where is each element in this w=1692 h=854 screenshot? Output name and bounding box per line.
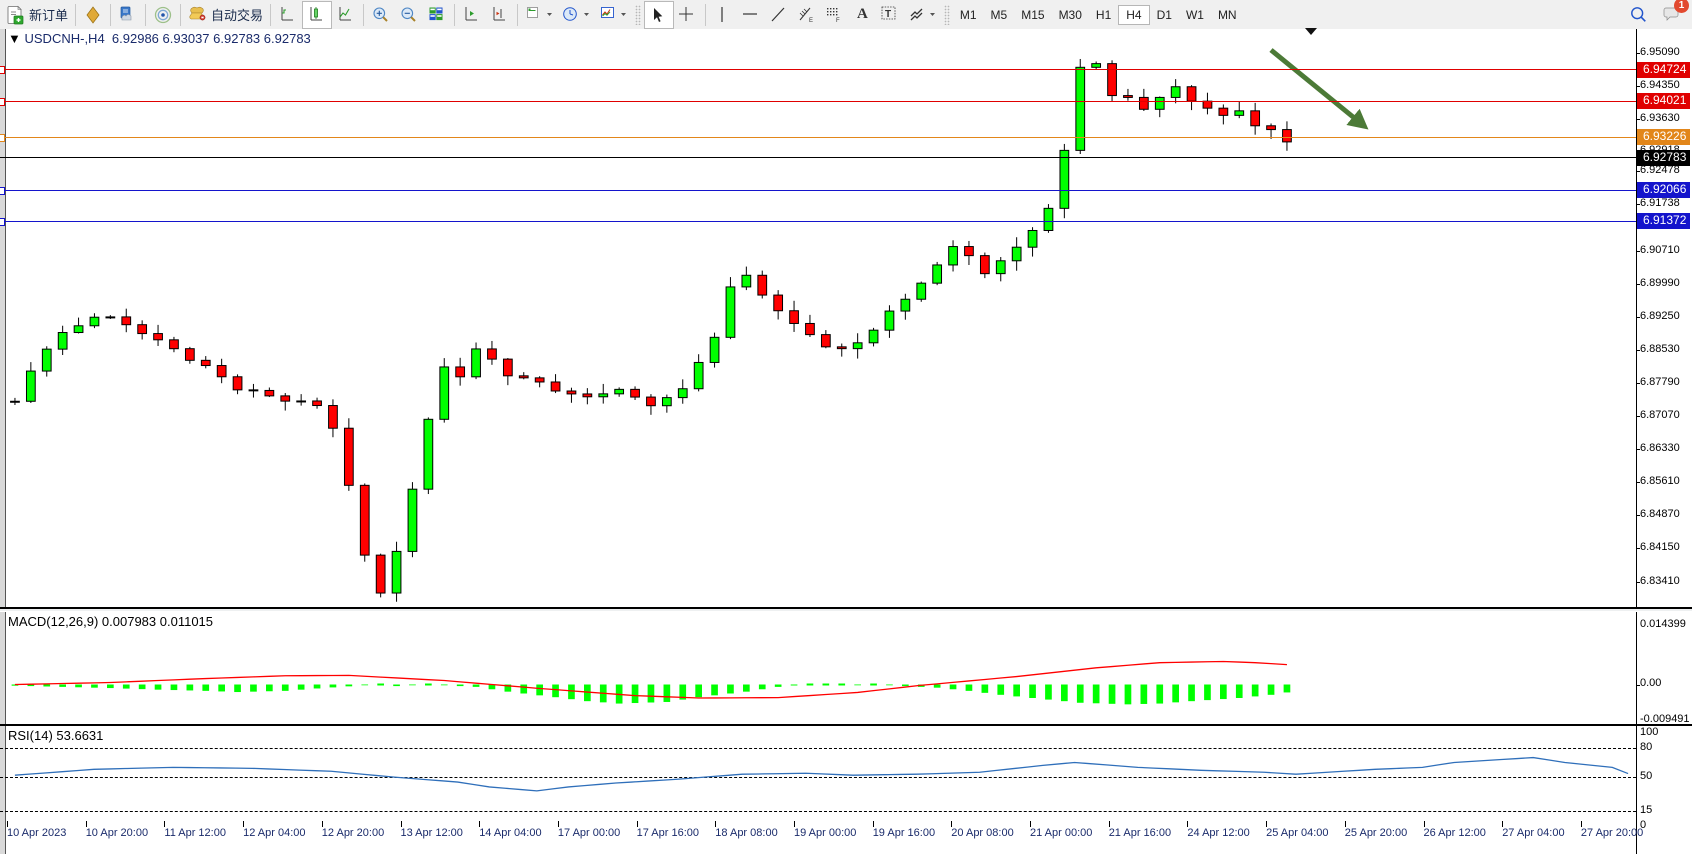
svg-text:E: E — [809, 18, 813, 24]
svg-text:F: F — [836, 18, 840, 24]
svg-text:T: T — [885, 9, 891, 20]
